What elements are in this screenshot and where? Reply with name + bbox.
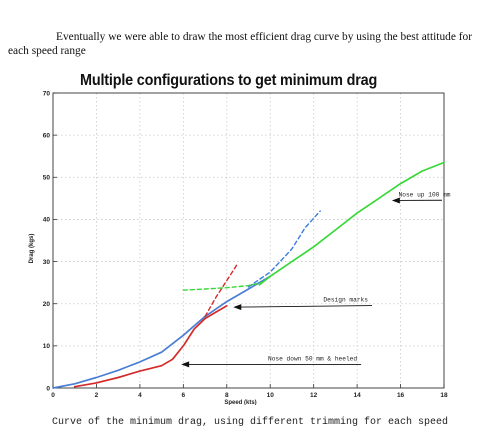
axes-layer: 0 2 4 6 8 10 12 14 16 18 0 10 20 30 40 50 60 70 Speed (kts… xyxy=(29,90,448,406)
plot-frame xyxy=(52,92,445,389)
series-line-2 xyxy=(73,304,228,388)
series-line-4 xyxy=(204,263,239,318)
x-tick-label: 6 xyxy=(182,392,186,399)
series-line-6 xyxy=(182,281,263,291)
y-tick-label: 70 xyxy=(43,90,51,97)
annotation-layer: Nose up 100 mm Design marks Nose down 50 m… xyxy=(181,191,451,368)
series-line-1 xyxy=(52,275,272,389)
x-tick-label: 14 xyxy=(353,392,361,399)
series-line-3 xyxy=(258,161,445,286)
drag-chart: 0 2 4 6 8 10 12 14 16 18 0 10 20 30 40 50 60 70 Speed (kts… xyxy=(29,90,451,406)
y-tick-label: 10 xyxy=(43,343,51,350)
y-axis-label: Drag (kgs) xyxy=(29,234,35,264)
annotation-label: Nose up 100 mm xyxy=(399,191,451,198)
y-tick-label: 40 xyxy=(43,217,51,224)
x-tick-label: 18 xyxy=(440,392,448,399)
x-tick-label: 2 xyxy=(95,392,99,399)
annotation-arrowhead xyxy=(391,197,400,204)
annotation-label: Design marks xyxy=(323,297,368,304)
x-tick-label: 10 xyxy=(267,392,275,399)
intro-paragraph: Eventually we were able to draw the most… xyxy=(8,31,473,57)
series-layer xyxy=(52,161,445,389)
y-tick-label: 20 xyxy=(43,301,51,308)
y-tick-label: 60 xyxy=(43,132,51,139)
x-tick-label: 12 xyxy=(310,392,318,399)
series-line-5 xyxy=(247,210,321,288)
y-tick-label: 30 xyxy=(43,259,51,266)
x-tick-label: 16 xyxy=(397,392,405,399)
annotation-arrow-line xyxy=(239,305,372,308)
figure-caption: Curve of the minimum drag, using differe… xyxy=(51,417,449,428)
x-tick-label: 0 xyxy=(51,392,55,399)
drag-chart-figure: 0 2 4 6 8 10 12 14 16 18 0 10 20 30 40 50 60 70 Speed (kts… xyxy=(0,70,500,406)
annotation-arrowhead xyxy=(181,361,190,368)
y-tick-label: 50 xyxy=(43,175,51,182)
x-axis-label: Speed (kts) xyxy=(224,400,256,405)
chart-title: Multiple configurations to get minimum d… xyxy=(80,72,378,89)
grid-layer xyxy=(52,92,445,389)
x-tick-label: 4 xyxy=(138,392,142,399)
x-tick-label: 8 xyxy=(225,392,229,399)
annotation-arrowhead xyxy=(233,304,242,311)
annotation-label: Nose down 50 mm & heeled xyxy=(268,356,357,363)
y-tick-label: 0 xyxy=(46,385,50,392)
